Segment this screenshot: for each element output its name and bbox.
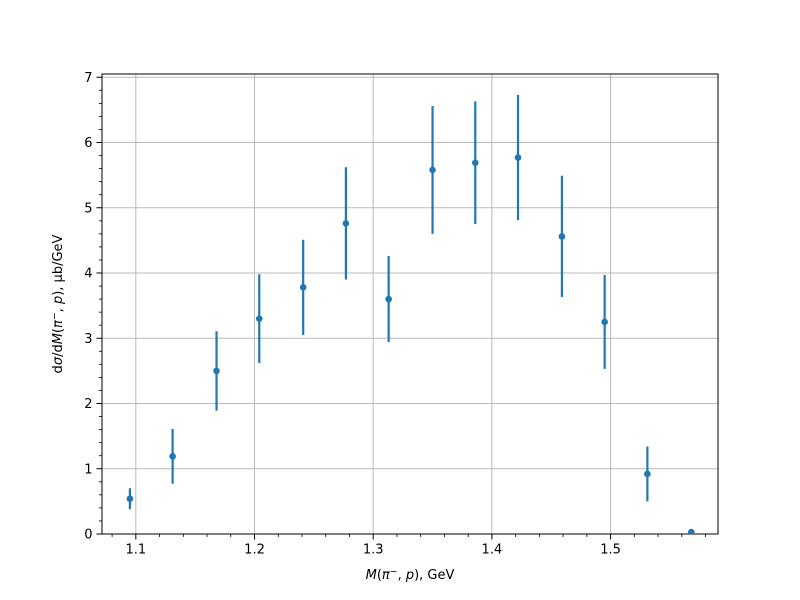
y-tick-label: 0 — [84, 528, 92, 543]
data-point-marker — [687, 528, 695, 534]
y-tick-label: 5 — [84, 201, 92, 216]
data-series — [126, 94, 695, 534]
y-axis-label: dσ/dM(π−, p), μb/GeV — [50, 234, 67, 373]
y-tick-label: 1 — [84, 462, 92, 477]
y-tick-label: 7 — [84, 71, 92, 86]
y-tick-label: 3 — [84, 332, 92, 347]
data-point-marker — [558, 233, 566, 240]
grid — [102, 74, 718, 534]
x-tick-label: 1.1 — [125, 543, 146, 558]
data-point-marker — [213, 367, 220, 375]
x-axis-label: M(π−, p), GeV — [366, 567, 455, 584]
data-point-marker — [169, 453, 176, 460]
x-tick-label: 1.4 — [482, 543, 503, 558]
data-point-marker — [342, 220, 350, 227]
plot-border — [101, 73, 719, 535]
data-point-marker — [255, 315, 263, 322]
x-tick-label: 1.5 — [600, 543, 621, 558]
y-tick-label: 4 — [84, 267, 92, 282]
data-point-marker — [126, 495, 134, 503]
data-point-marker — [514, 154, 522, 161]
x-tick-label: 1.3 — [363, 543, 384, 558]
data-point-marker — [385, 295, 392, 303]
data-point-marker — [429, 166, 436, 174]
y-tick-label: 2 — [84, 397, 92, 412]
x-tick-label: 1.2 — [244, 543, 265, 558]
x-axis: 1.1 1.2 1.3 1.4 1.5 — [111, 534, 706, 558]
data-point-marker — [644, 470, 651, 478]
data-point-marker — [299, 284, 307, 291]
data-point-marker — [601, 318, 608, 326]
y-tick-label: 6 — [84, 136, 92, 151]
data-point-marker — [471, 159, 479, 167]
y-axis: 0 1 2 3 4 5 6 7 — [84, 71, 102, 543]
